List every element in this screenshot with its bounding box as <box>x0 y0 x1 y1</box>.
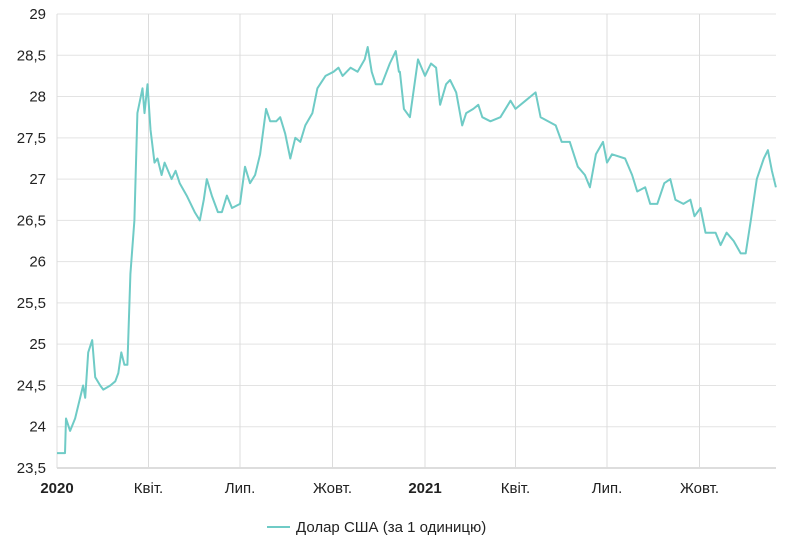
y-tick-label: 28 <box>29 89 46 106</box>
x-tick-label: 2020 <box>40 480 73 497</box>
x-tick-label: Лип. <box>592 480 623 497</box>
y-tick-label: 26,5 <box>17 212 46 229</box>
y-tick-label: 29 <box>29 6 46 23</box>
x-tick-label: Жовт. <box>680 480 719 497</box>
y-axis: 23,5 24 24,5 25 25,5 26 26,5 27 27,5 28 28,5 29 <box>17 6 46 477</box>
y-tick-label: 27 <box>29 171 46 188</box>
x-tick-label: Квіт. <box>134 480 163 497</box>
x-tick-label: Квіт. <box>501 480 530 497</box>
y-tick-label: 27,5 <box>17 130 46 147</box>
series-line-usd <box>57 46 777 455</box>
legend[interactable]: Долар США (за 1 одиницю) <box>267 519 486 536</box>
y-tick-label: 25 <box>29 336 46 353</box>
y-tick-label: 24,5 <box>17 377 46 394</box>
y-tick-label: 25,5 <box>17 295 46 312</box>
y-tick-label: 28,5 <box>17 47 46 64</box>
x-tick-label: Жовт. <box>313 480 352 497</box>
y-tick-label: 26 <box>29 254 46 271</box>
x-axis: 2020 Квіт. Лип. Жовт. 2021 Квіт. Лип. Жовт. <box>40 480 719 497</box>
grid <box>56 13 776 469</box>
x-tick-label: Лип. <box>225 480 256 497</box>
y-tick-label: 23,5 <box>17 460 46 477</box>
legend-label: Долар США (за 1 одиницю) <box>296 519 486 536</box>
y-tick-label: 24 <box>29 419 46 436</box>
x-tick-label: 2021 <box>408 480 441 497</box>
